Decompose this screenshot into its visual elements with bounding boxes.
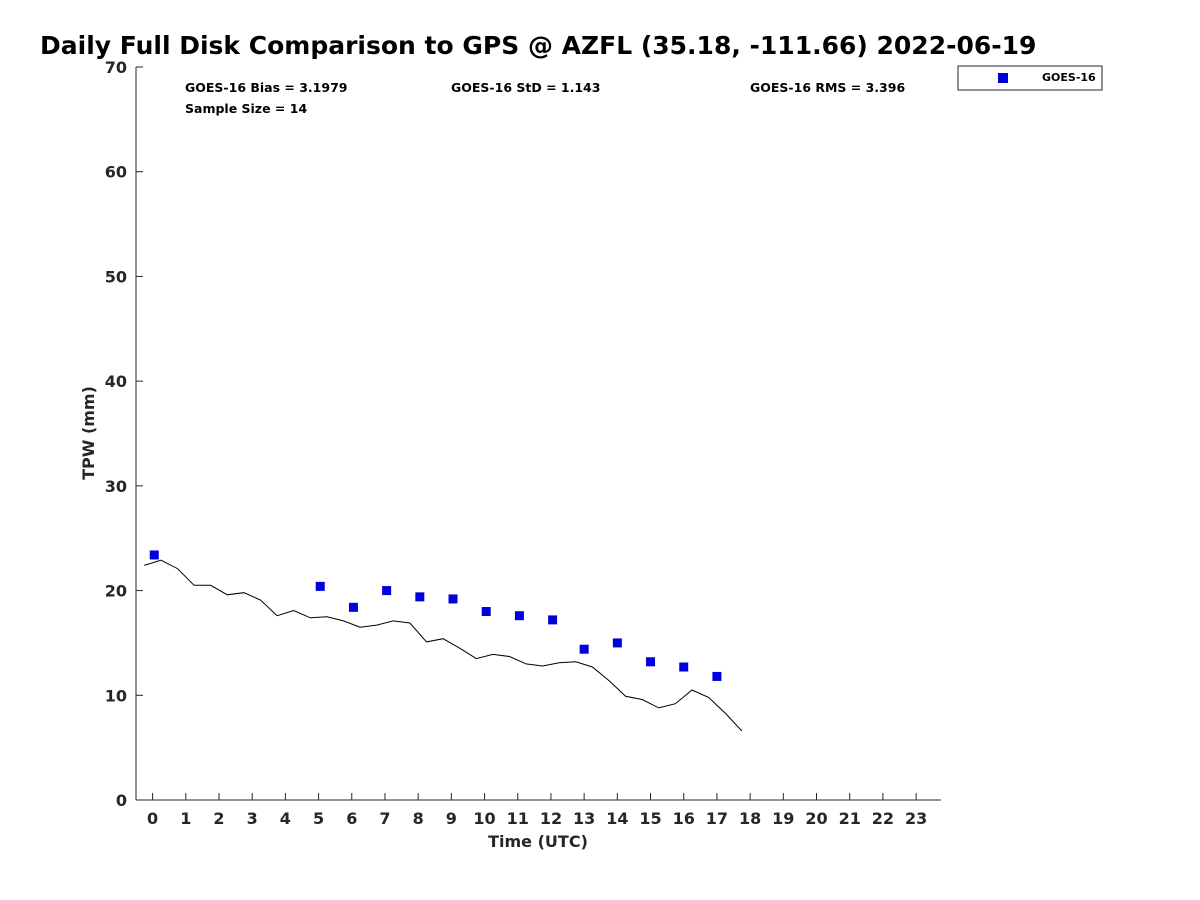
sample-size-annotation: Sample Size = 14 [185, 101, 307, 116]
x-tick-label: 18 [739, 809, 761, 828]
goes16-point [514, 611, 524, 621]
rms-annotation: GOES-16 RMS = 3.396 [750, 80, 905, 95]
goes16-point [712, 671, 722, 681]
gps-tpw-line [144, 559, 743, 732]
legend: GOES-16 [957, 65, 1103, 91]
y-tick-label: 0 [116, 791, 127, 810]
y-tick-label: 20 [105, 582, 127, 601]
goes16-point [448, 594, 458, 604]
std-annotation: GOES-16 StD = 1.143 [451, 80, 600, 95]
goes16-point [579, 644, 589, 654]
x-axis-ticks: 0 1 2 3 4 5 6 7 8 9 10 11 12 13 14 15 16 17 18 19 20 21 22 23 [147, 793, 927, 828]
goes16-point [315, 581, 325, 591]
bias-annotation: GOES-16 Bias = 3.1979 [185, 80, 347, 95]
goes16-point [415, 592, 425, 602]
x-tick-label: 14 [606, 809, 628, 828]
goes16-point [149, 550, 159, 560]
gps-series-line [144, 559, 743, 732]
y-tick-label: 10 [105, 686, 127, 705]
goes16-point [348, 602, 358, 612]
legend-box [957, 65, 1103, 91]
y-tick-label: 40 [105, 372, 127, 391]
goes16-point [612, 638, 622, 648]
x-tick-label: 23 [905, 809, 927, 828]
x-tick-label: 12 [540, 809, 562, 828]
x-tick-label: 3 [247, 809, 258, 828]
goes16-point [679, 662, 689, 672]
x-tick-label: 13 [573, 809, 595, 828]
x-tick-label: 11 [507, 809, 529, 828]
stats-annotations: GOES-16 Bias = 3.1979 GOES-16 StD = 1.14… [185, 80, 905, 116]
x-tick-label: 2 [213, 809, 224, 828]
x-tick-label: 16 [673, 809, 695, 828]
x-tick-label: 6 [346, 809, 357, 828]
x-tick-label: 8 [413, 809, 424, 828]
x-tick-label: 1 [180, 809, 191, 828]
x-tick-label: 10 [473, 809, 495, 828]
y-axis-label: TPW (mm) [79, 386, 98, 480]
goes16-point [382, 586, 392, 596]
x-axis-label: Time (UTC) [488, 832, 588, 851]
y-tick-label: 60 [105, 163, 127, 182]
goes16-point [646, 657, 656, 667]
y-tick-label: 70 [105, 58, 127, 77]
x-tick-label: 7 [379, 809, 390, 828]
x-tick-label: 21 [839, 809, 861, 828]
goes16-point [548, 615, 558, 625]
y-axis-ticks: 0 10 20 30 40 50 60 70 [105, 58, 143, 810]
x-tick-label: 0 [147, 809, 158, 828]
x-tick-label: 20 [805, 809, 827, 828]
x-tick-label: 19 [772, 809, 794, 828]
chart-title: Daily Full Disk Comparison to GPS @ AZFL… [40, 31, 1036, 60]
y-tick-label: 50 [105, 267, 127, 286]
x-tick-label: 5 [313, 809, 324, 828]
x-tick-label: 4 [280, 809, 291, 828]
x-tick-label: 9 [446, 809, 457, 828]
x-tick-label: 15 [639, 809, 661, 828]
y-tick-label: 30 [105, 477, 127, 496]
goes16-point [481, 607, 491, 617]
legend-label-goes16: GOES-16 [1042, 71, 1096, 84]
plot-area: 0 1 2 3 4 5 6 7 8 9 10 11 12 13 14 15 16 17 18 19 20 21 22 23 0… [105, 58, 941, 828]
goes16-points [149, 550, 722, 681]
legend-marker-goes16 [998, 73, 1008, 83]
x-tick-label: 22 [872, 809, 894, 828]
x-tick-label: 17 [706, 809, 728, 828]
